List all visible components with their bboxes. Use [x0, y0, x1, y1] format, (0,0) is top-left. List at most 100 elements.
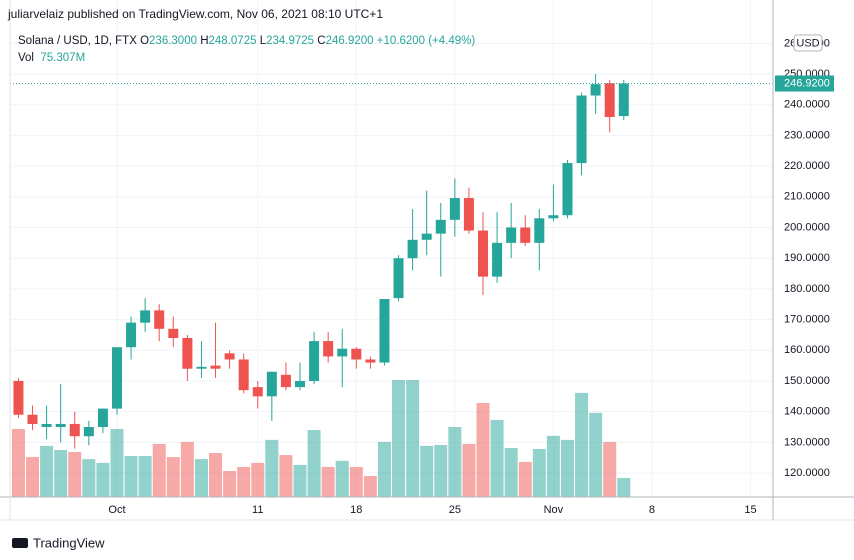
y-tick-label: 170.0000	[784, 313, 830, 325]
y-tick-label: 120.0000	[784, 467, 830, 479]
volume-bar	[476, 402, 490, 497]
volume-bar	[448, 427, 462, 497]
volume-bar	[251, 462, 265, 497]
candle-body	[520, 227, 531, 243]
volume-bar	[504, 447, 518, 497]
volume-bar	[377, 441, 391, 497]
volume-bar	[96, 462, 110, 497]
volume-bar	[363, 476, 377, 497]
y-tick-label: 180.0000	[784, 283, 830, 295]
field-value: 234.9725	[266, 35, 315, 47]
y-tick-label: 190.0000	[784, 252, 830, 264]
candle-body	[590, 84, 601, 96]
volume-bar	[406, 380, 420, 497]
candle-body	[182, 338, 193, 369]
candle-body	[618, 83, 629, 117]
y-tick-label: 200.0000	[784, 221, 830, 233]
last-price-box	[775, 75, 834, 92]
volume-bar	[194, 459, 208, 497]
volume-bar	[279, 455, 293, 497]
candle-body	[210, 365, 221, 369]
candle-body	[266, 371, 277, 397]
symbol: Solana / USD, 1D, FTX	[18, 35, 137, 47]
candle-body	[13, 380, 24, 415]
volume-bar	[546, 435, 560, 497]
x-tick-label: 15	[744, 504, 756, 516]
candle-body	[280, 374, 291, 388]
candle-body	[435, 219, 446, 234]
plot-background	[10, 0, 773, 497]
volume-bar	[82, 459, 96, 497]
volume-bar	[209, 453, 223, 497]
field-value: 248.0725	[208, 35, 257, 47]
volume-legend: Vol 75.307M	[18, 52, 85, 64]
candle-body	[69, 423, 80, 437]
volume-bar	[223, 470, 237, 497]
x-tick-label: Oct	[108, 504, 125, 516]
candle-body	[421, 233, 432, 240]
volume-bar	[124, 456, 138, 497]
volume-bar	[237, 466, 251, 497]
change: +10.6200 (+4.49%)	[376, 35, 476, 47]
volume-bar	[603, 441, 617, 497]
volume-bar	[293, 464, 307, 497]
vol-key: Vol	[18, 52, 34, 64]
field-key: H	[200, 35, 209, 47]
volume-bar	[518, 461, 532, 497]
candle-body	[196, 366, 207, 369]
y-tick-label: 220.0000	[784, 160, 830, 172]
candle-body	[140, 310, 151, 323]
candle-body	[407, 239, 418, 259]
field-key: O	[140, 35, 150, 47]
candle-body	[562, 163, 573, 216]
footer: TradingView	[33, 535, 105, 550]
candle-body	[548, 215, 559, 219]
candle-body	[126, 322, 137, 348]
volume-bar	[110, 429, 124, 497]
volume-bar	[307, 430, 321, 497]
volume-bar	[589, 412, 603, 497]
candle-body	[534, 218, 545, 243]
candle-body	[393, 258, 404, 299]
currency: USD	[796, 37, 819, 49]
x-tick-label: 18	[350, 504, 362, 516]
y-tick-label: 130.0000	[784, 436, 830, 448]
candle-body	[463, 198, 474, 231]
field-value: 246.9200	[325, 35, 374, 47]
volume-bar	[560, 439, 574, 497]
candle-body	[154, 310, 165, 329]
volume-bar	[54, 449, 68, 497]
candle-body	[168, 328, 179, 339]
y-tick-label: 160.0000	[784, 344, 830, 356]
candle-body	[97, 408, 108, 428]
last-price-label: 246.9200	[784, 77, 830, 89]
volume-bar	[68, 452, 82, 497]
volume-bar	[265, 439, 279, 497]
candle-body	[238, 359, 249, 391]
volume-bar	[420, 445, 434, 497]
volume-bar	[166, 457, 180, 497]
volume-bar	[532, 448, 546, 497]
volume-bar	[138, 456, 152, 497]
header: juliarvelaiz published on TradingView.co…	[8, 7, 383, 21]
volume-bar	[575, 392, 589, 497]
y-tick-label: 140.0000	[784, 406, 830, 418]
volume-bar	[11, 429, 25, 497]
logo	[12, 538, 28, 548]
candle-body	[83, 427, 94, 437]
candle-body	[604, 83, 615, 118]
volume-bar	[40, 445, 54, 497]
vol-value: 75.307M	[40, 52, 86, 64]
candle-body	[323, 341, 334, 357]
x-tick-label: 11	[252, 504, 263, 516]
field-key: C	[317, 35, 326, 47]
volume-bar	[152, 443, 166, 497]
candle-body	[309, 341, 320, 381]
x-tick-label: Nov	[544, 504, 564, 516]
candle-body	[337, 348, 348, 357]
y-tick-label: 210.0000	[784, 191, 830, 203]
y-tick-label: 230.0000	[784, 129, 830, 141]
field-value: 236.3000	[149, 35, 197, 47]
